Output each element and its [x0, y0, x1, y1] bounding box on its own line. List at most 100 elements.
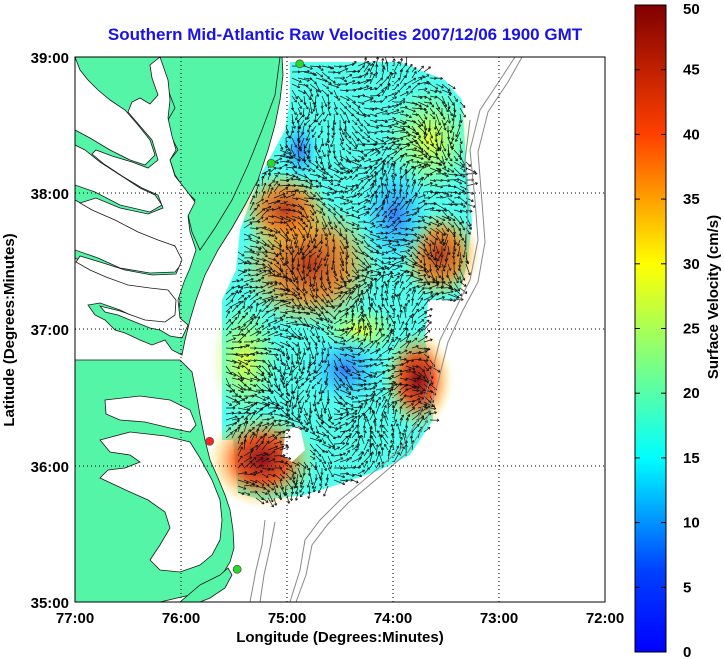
velocity-arrow	[345, 245, 349, 258]
velocity-arrow	[411, 220, 421, 223]
velocity-arrow	[279, 221, 287, 224]
velocity-arrow	[318, 119, 323, 126]
velocity-arrow	[429, 101, 435, 108]
velocity-arrow	[291, 83, 300, 88]
velocity-arrow	[381, 251, 389, 254]
velocity-arrow	[381, 58, 384, 67]
velocity-arrow	[317, 251, 323, 258]
velocity-arrow	[441, 215, 452, 221]
velocity-arrow-head	[396, 146, 400, 150]
velocity-arrow	[291, 227, 297, 237]
velocity-arrow-head	[413, 71, 417, 74]
velocity-arrow	[399, 189, 402, 199]
colorbar-tick-label: 35	[683, 191, 700, 208]
velocity-arrow-head	[280, 217, 284, 221]
velocity-arrow	[291, 245, 294, 253]
velocity-arrow-head	[366, 131, 370, 134]
velocity-arrow	[369, 113, 378, 117]
velocity-arrow-head	[280, 147, 284, 150]
velocity-arrow	[417, 219, 425, 223]
velocity-arrow	[405, 113, 412, 118]
velocity-arrow-head	[386, 225, 389, 229]
velocity-arrow-head	[413, 135, 417, 138]
velocity-arrow-head	[461, 189, 465, 193]
velocity-arrow	[291, 155, 300, 162]
velocity-arrow	[339, 107, 346, 115]
velocity-arrow-head	[326, 86, 330, 89]
velocity-arrow-head	[341, 263, 345, 267]
velocity-arrow-head	[368, 78, 372, 82]
velocity-arrow	[459, 209, 469, 213]
velocity-arrow-head	[385, 61, 389, 64]
y-tick-label: 35:00	[31, 595, 69, 612]
velocity-arrow	[339, 251, 344, 264]
velocity-arrow	[303, 233, 305, 241]
velocity-arrow	[279, 164, 288, 169]
velocity-arrow	[411, 155, 424, 160]
velocity-arrow	[313, 239, 317, 249]
velocity-arrow-head	[306, 266, 310, 270]
velocity-arrow	[441, 221, 449, 232]
velocity-arrow-head	[399, 184, 403, 188]
velocity-arrow	[411, 82, 420, 91]
velocity-arrow	[405, 233, 417, 235]
velocity-arrow-head	[384, 109, 388, 113]
velocity-arrow	[387, 162, 393, 175]
velocity-arrow-head	[363, 57, 368, 61]
velocity-arrow-head	[292, 236, 296, 240]
velocity-arrow	[279, 160, 290, 163]
velocity-arrow	[441, 173, 449, 177]
velocity-arrow	[405, 178, 409, 187]
velocity-arrow-head	[271, 221, 275, 225]
velocity-arrow	[303, 155, 306, 163]
velocity-arrow	[303, 89, 312, 100]
velocity-arrow-head	[425, 104, 429, 108]
velocity-arrow	[325, 239, 329, 247]
velocity-arrow-head	[414, 147, 418, 151]
velocity-arrow	[303, 173, 313, 183]
velocity-arrow	[375, 137, 384, 142]
velocity-arrow-head	[318, 181, 322, 185]
velocity-arrow-head	[443, 122, 447, 126]
velocity-arrow	[369, 64, 374, 73]
velocity-arrow-head	[330, 144, 334, 148]
velocity-arrow	[357, 65, 365, 73]
velocity-arrow-head	[271, 215, 275, 219]
velocity-arrow-head	[361, 186, 365, 190]
velocity-arrow	[307, 149, 311, 160]
velocity-arrow-head	[361, 101, 365, 105]
velocity-arrow-head	[412, 173, 416, 177]
velocity-arrow	[243, 245, 253, 251]
velocity-arrow-head	[421, 235, 425, 239]
velocity-arrow-head	[422, 199, 426, 203]
velocity-arrow	[447, 155, 453, 162]
velocity-arrow	[304, 113, 311, 120]
velocity-arrow-head	[318, 149, 322, 153]
velocity-arrow	[339, 131, 344, 142]
velocity-arrow-head	[310, 240, 314, 244]
velocity-arrow-head	[379, 224, 383, 227]
velocity-arrow	[261, 176, 264, 187]
velocity-arrow-head	[446, 169, 450, 173]
velocity-arrow-head	[374, 190, 378, 194]
velocity-arrow	[315, 65, 324, 71]
velocity-arrow-head	[434, 183, 438, 187]
velocity-arrow	[435, 149, 438, 157]
velocity-arrow	[291, 161, 297, 169]
velocity-arrow-head	[438, 122, 442, 126]
velocity-arrow	[339, 161, 346, 170]
velocity-arrow	[345, 175, 353, 181]
velocity-arrow	[453, 107, 456, 118]
velocity-arrow	[429, 251, 436, 261]
velocity-arrow-head	[322, 213, 326, 216]
velocity-arrow-head	[424, 133, 428, 137]
y-tick-label: 38:00	[31, 186, 69, 203]
velocity-arrow-head	[335, 112, 339, 116]
velocity-arrow-head	[322, 171, 326, 175]
velocity-arrow	[369, 125, 379, 129]
velocity-arrow	[285, 166, 296, 169]
colorbar-tick-label: 50	[683, 1, 700, 18]
velocity-arrow-head	[311, 129, 315, 132]
velocity-arrow	[381, 137, 393, 145]
velocity-arrow	[357, 199, 368, 205]
